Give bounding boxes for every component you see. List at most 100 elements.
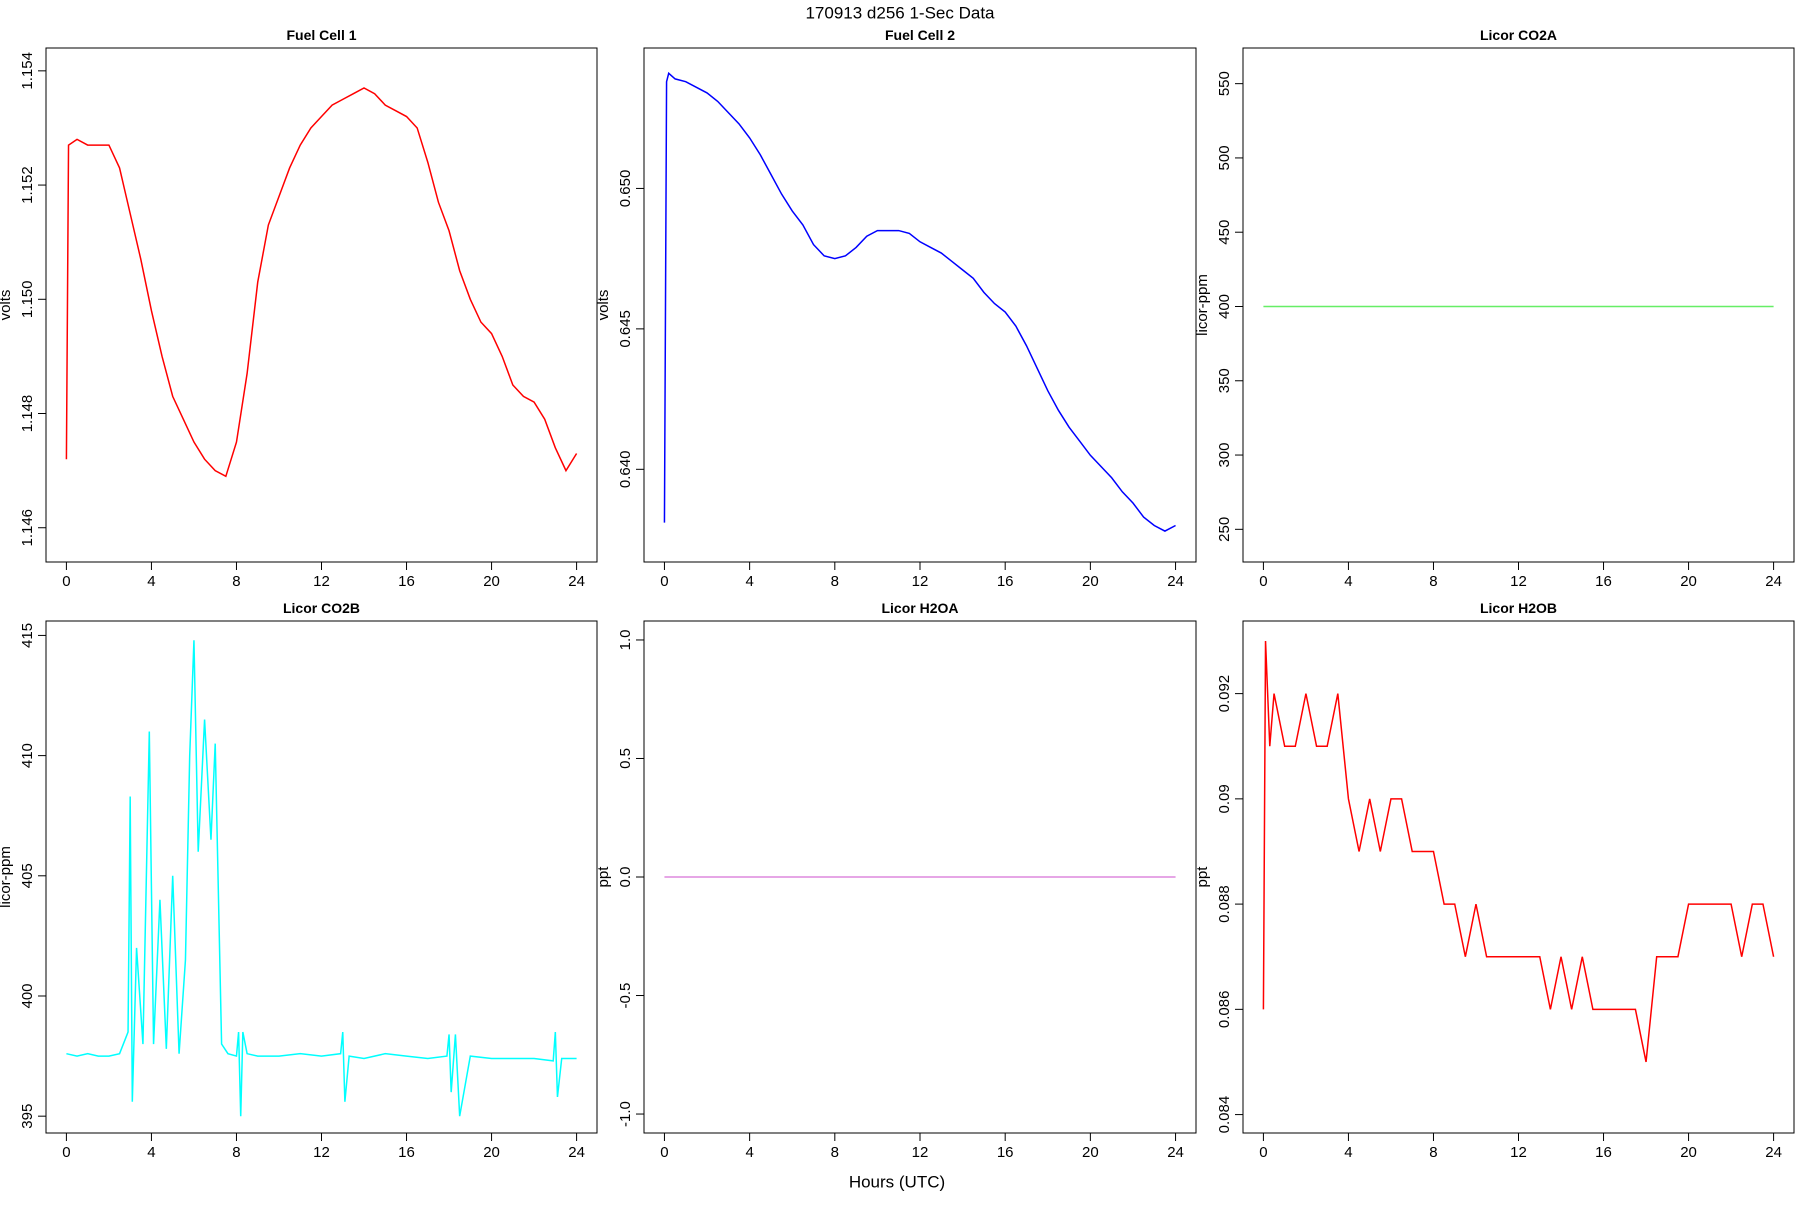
data-line bbox=[663, 71, 1176, 532]
y-tick-label: 450 bbox=[1216, 220, 1233, 245]
y-tick-label: 0.092 bbox=[1216, 675, 1233, 713]
y-tick-label: 1.152 bbox=[19, 166, 36, 204]
panel-title: Licor H2OB bbox=[1480, 600, 1557, 616]
x-tick-label: 20 bbox=[1680, 1144, 1697, 1161]
x-tick-label: 4 bbox=[147, 1144, 155, 1161]
y-tick-label: 1.154 bbox=[19, 52, 36, 90]
y-axis-label: licor-ppm bbox=[1194, 274, 1211, 336]
x-tick-label: 12 bbox=[313, 573, 330, 590]
y-tick-label: -1.0 bbox=[617, 1101, 634, 1127]
x-tick-label: 20 bbox=[483, 1144, 500, 1161]
x-tick-label: 8 bbox=[1429, 573, 1437, 590]
x-tick-label: 8 bbox=[1429, 1144, 1437, 1161]
x-tick-label: 12 bbox=[912, 573, 929, 590]
y-tick-label: 0.088 bbox=[1216, 885, 1233, 923]
data-line bbox=[65, 87, 578, 478]
y-tick-label: 0.09 bbox=[1216, 784, 1233, 813]
x-tick-label: 24 bbox=[1765, 573, 1782, 590]
x-tick-label: 8 bbox=[232, 1144, 240, 1161]
y-axis-label: volts bbox=[595, 290, 612, 321]
x-tick-label: 0 bbox=[1259, 573, 1267, 590]
plot-frame bbox=[1242, 47, 1795, 563]
y-tick-label: 0.640 bbox=[617, 451, 634, 489]
y-tick-label: 410 bbox=[19, 743, 36, 768]
x-tick-label: 4 bbox=[147, 573, 155, 590]
x-axis-label: Hours (UTC) bbox=[849, 1172, 945, 1191]
x-tick-label: 12 bbox=[1510, 573, 1527, 590]
figure-title: 170913 d256 1-Sec Data bbox=[805, 3, 995, 22]
x-tick-label: 12 bbox=[912, 1144, 929, 1161]
y-tick-label: 0.645 bbox=[617, 310, 634, 348]
y-tick-label: 400 bbox=[1216, 294, 1233, 319]
plot-frame bbox=[643, 47, 1197, 563]
y-tick-label: 0.5 bbox=[617, 748, 634, 769]
panel: Licor H2OB ppt 0 4 8 12 16 20 24 0.084 0.086 0.088 0… bbox=[1194, 600, 1795, 1161]
y-tick-label: -0.5 bbox=[617, 983, 634, 1009]
x-tick-label: 4 bbox=[745, 573, 753, 590]
y-tick-label: 0.086 bbox=[1216, 991, 1233, 1029]
y-axis-label: ppt bbox=[595, 866, 612, 888]
y-axis-label: volts bbox=[0, 290, 14, 321]
x-tick-label: 4 bbox=[1344, 1144, 1352, 1161]
x-tick-label: 4 bbox=[745, 1144, 753, 1161]
x-tick-label: 12 bbox=[1510, 1144, 1527, 1161]
plot-frame bbox=[45, 47, 598, 563]
x-tick-label: 16 bbox=[997, 1144, 1014, 1161]
plot-frame bbox=[1242, 620, 1795, 1134]
y-tick-label: 395 bbox=[19, 1104, 36, 1129]
x-tick-label: 0 bbox=[660, 573, 668, 590]
x-tick-label: 16 bbox=[398, 1144, 415, 1161]
x-tick-label: 24 bbox=[1765, 1144, 1782, 1161]
x-tick-label: 20 bbox=[1082, 573, 1099, 590]
y-tick-label: 400 bbox=[19, 983, 36, 1008]
panel: Licor CO2B licor-ppm 0 4 8 12 16 20 24 395 400 405 4… bbox=[0, 600, 598, 1161]
panel: Licor CO2A licor-ppm 0 4 8 12 16 20 24 250 300 350 4… bbox=[1194, 27, 1795, 590]
y-tick-label: 250 bbox=[1216, 517, 1233, 542]
x-tick-label: 20 bbox=[1082, 1144, 1099, 1161]
panel-title: Licor H2OA bbox=[881, 600, 958, 616]
x-tick-label: 8 bbox=[232, 573, 240, 590]
plot-frame bbox=[643, 620, 1197, 1134]
x-tick-label: 16 bbox=[1595, 1144, 1612, 1161]
y-axis-label: ppt bbox=[1194, 866, 1211, 888]
x-tick-label: 16 bbox=[398, 573, 415, 590]
y-tick-label: 405 bbox=[19, 863, 36, 888]
x-tick-label: 0 bbox=[1259, 1144, 1267, 1161]
panel: Fuel Cell 2 volts 0 4 8 12 16 20 24 0.640 0.645 0.6… bbox=[595, 27, 1197, 590]
y-tick-label: 0.650 bbox=[617, 170, 634, 208]
plot-frame bbox=[45, 620, 598, 1134]
y-tick-label: 1.0 bbox=[617, 630, 634, 651]
x-tick-label: 24 bbox=[568, 573, 585, 590]
x-tick-label: 0 bbox=[660, 1144, 668, 1161]
panel: Licor H2OA ppt 0 4 8 12 16 20 24 -1.0 -0.5 0.0 0.5 1.… bbox=[595, 600, 1197, 1161]
panel-title: Fuel Cell 1 bbox=[286, 27, 356, 43]
data-line bbox=[1262, 640, 1775, 1063]
panel-title: Licor CO2A bbox=[1480, 27, 1557, 43]
x-tick-label: 8 bbox=[831, 1144, 839, 1161]
panel-title: Fuel Cell 2 bbox=[885, 27, 955, 43]
y-tick-label: 0.084 bbox=[1216, 1096, 1233, 1134]
x-tick-label: 20 bbox=[483, 573, 500, 590]
x-tick-label: 0 bbox=[62, 1144, 70, 1161]
y-tick-label: 0.0 bbox=[617, 867, 634, 888]
x-tick-label: 4 bbox=[1344, 573, 1352, 590]
x-tick-label: 24 bbox=[1167, 573, 1184, 590]
x-tick-label: 8 bbox=[831, 573, 839, 590]
x-tick-label: 12 bbox=[313, 1144, 330, 1161]
panel: Fuel Cell 1 volts 0 4 8 12 16 20 24 1.146 1.148 1.1… bbox=[0, 27, 598, 590]
y-tick-label: 1.146 bbox=[19, 509, 36, 547]
data-line bbox=[66, 640, 577, 1117]
x-tick-label: 24 bbox=[568, 1144, 585, 1161]
y-axis-label: licor-ppm bbox=[0, 846, 14, 908]
x-tick-label: 16 bbox=[1595, 573, 1612, 590]
x-tick-label: 0 bbox=[62, 573, 70, 590]
y-tick-label: 500 bbox=[1216, 145, 1233, 170]
x-tick-label: 24 bbox=[1167, 1144, 1184, 1161]
y-tick-label: 1.150 bbox=[19, 281, 36, 319]
y-tick-label: 415 bbox=[19, 623, 36, 648]
y-tick-label: 550 bbox=[1216, 71, 1233, 96]
y-tick-label: 300 bbox=[1216, 443, 1233, 468]
x-tick-label: 16 bbox=[997, 573, 1014, 590]
